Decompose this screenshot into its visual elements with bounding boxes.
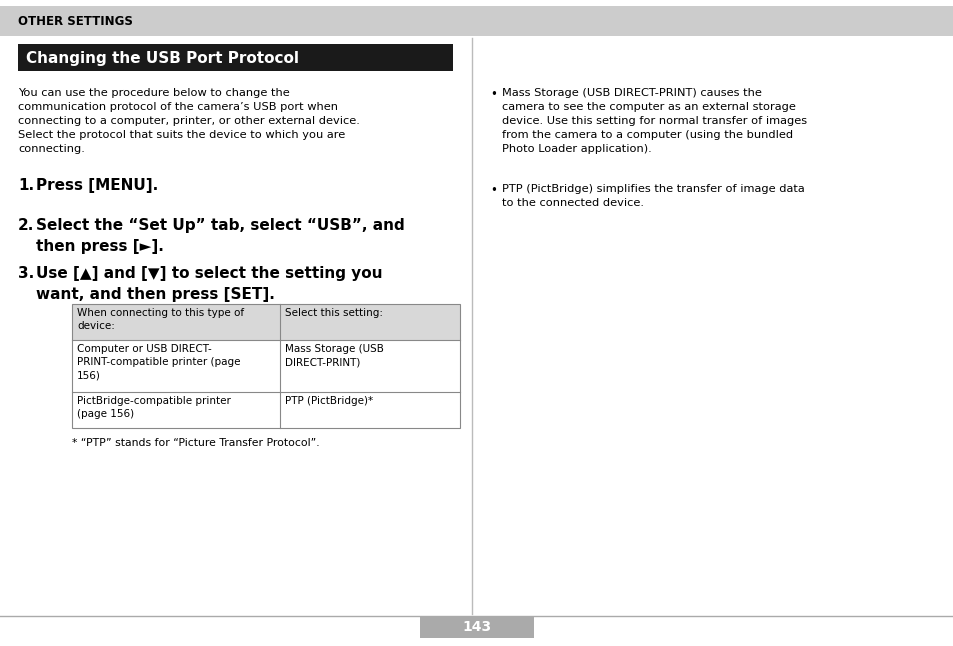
- Text: Select the “Set Up” tab, select “USB”, and
then press [►].: Select the “Set Up” tab, select “USB”, a…: [36, 218, 404, 254]
- Text: PictBridge-compatible printer
(page 156): PictBridge-compatible printer (page 156): [77, 396, 231, 419]
- Text: Changing the USB Port Protocol: Changing the USB Port Protocol: [26, 50, 298, 65]
- Text: 143: 143: [462, 620, 491, 634]
- Text: Mass Storage (USB
DIRECT-PRINT): Mass Storage (USB DIRECT-PRINT): [285, 344, 383, 367]
- Bar: [71, 304, 459, 428]
- Bar: [419, 616, 534, 638]
- Text: •: •: [490, 88, 497, 101]
- Text: PTP (PictBridge)*: PTP (PictBridge)*: [285, 396, 373, 406]
- Text: Mass Storage (USB DIRECT-PRINT) causes the
camera to see the computer as an exte: Mass Storage (USB DIRECT-PRINT) causes t…: [501, 88, 806, 154]
- Text: PTP (PictBridge) simplifies the transfer of image data
to the connected device.: PTP (PictBridge) simplifies the transfer…: [501, 184, 804, 208]
- Text: OTHER SETTINGS: OTHER SETTINGS: [18, 14, 132, 28]
- Text: 1.: 1.: [18, 178, 34, 193]
- Text: Select this setting:: Select this setting:: [285, 308, 382, 318]
- Text: 2.: 2.: [18, 218, 34, 233]
- Bar: [18, 44, 453, 71]
- Bar: [71, 392, 459, 428]
- Text: •: •: [490, 184, 497, 197]
- Text: Use [▲] and [▼] to select the setting you
want, and then press [SET].: Use [▲] and [▼] to select the setting yo…: [36, 266, 382, 302]
- Bar: [71, 340, 459, 392]
- Text: You can use the procedure below to change the
communication protocol of the came: You can use the procedure below to chang…: [18, 88, 359, 154]
- Text: * “PTP” stands for “Picture Transfer Protocol”.: * “PTP” stands for “Picture Transfer Pro…: [71, 438, 319, 448]
- Text: When connecting to this type of
device:: When connecting to this type of device:: [77, 308, 244, 331]
- Bar: [0, 6, 953, 36]
- Text: Computer or USB DIRECT-
PRINT-compatible printer (page
156): Computer or USB DIRECT- PRINT-compatible…: [77, 344, 240, 380]
- Bar: [71, 304, 459, 340]
- Text: 3.: 3.: [18, 266, 34, 281]
- Text: Press [MENU].: Press [MENU].: [36, 178, 158, 193]
